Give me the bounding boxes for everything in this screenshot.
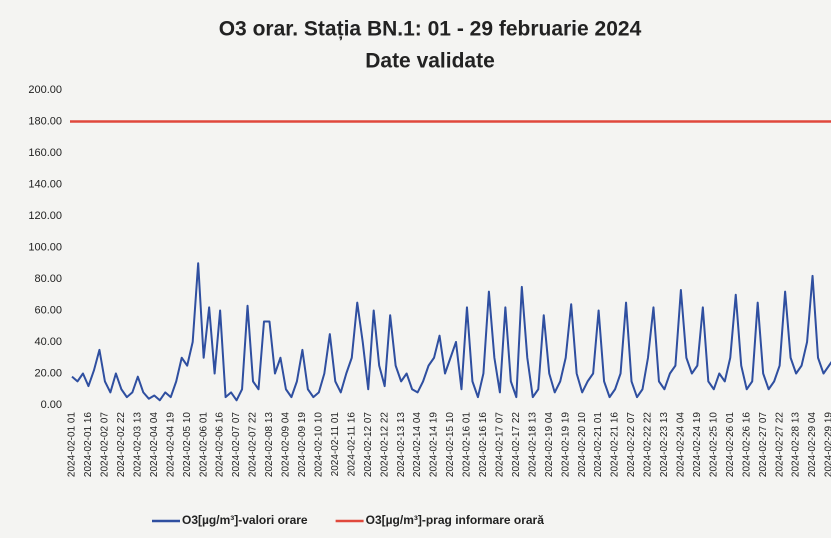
y-tick-label: 60.00 — [34, 304, 62, 316]
x-tick-label: 2024-02-24 04 — [676, 412, 687, 477]
x-tick-label: 2024-02-13 13 — [396, 412, 407, 477]
x-tick-label: 2024-02-08 13 — [264, 412, 275, 477]
y-tick-label: 20.00 — [34, 367, 62, 379]
x-tick-label: 2024-02-02 22 — [116, 412, 127, 477]
x-tick-label: 2024-02-04 04 — [149, 412, 160, 477]
y-tick-label: 140.00 — [28, 178, 62, 190]
x-tick-label: 2024-02-20 10 — [577, 412, 588, 477]
x-tick-label: 2024-02-27 22 — [774, 412, 785, 477]
x-tick-label: 2024-02-06 16 — [215, 412, 226, 477]
x-tick-label: 2024-02-18 13 — [527, 412, 538, 477]
x-tick-label: 2024-02-17 07 — [495, 412, 506, 477]
x-tick-label: 2024-02-04 19 — [165, 412, 176, 477]
x-tick-label: 2024-02-26 01 — [725, 412, 736, 477]
x-tick-label: 2024-02-29 04 — [807, 412, 818, 477]
x-tick-label: 2024-02-02 07 — [100, 412, 111, 477]
x-tick-label: 2024-02-01 01 — [67, 412, 78, 477]
x-tick-label: 2024-02-14 19 — [429, 412, 440, 477]
y-tick-label: 100.00 — [28, 241, 62, 253]
y-tick-label: 200.00 — [28, 84, 62, 96]
x-tick-label: 2024-02-29 19 — [824, 412, 831, 477]
y-tick-label: 40.00 — [34, 336, 62, 348]
x-tick-label: 2024-02-09 19 — [297, 412, 308, 477]
x-tick-label: 2024-02-11 16 — [346, 412, 357, 477]
x-tick-label: 2024-02-16 16 — [478, 412, 489, 477]
x-tick-label: 2024-02-19 19 — [560, 412, 571, 477]
x-tick-label: 2024-02-01 16 — [83, 412, 94, 477]
x-tick-label: 2024-02-05 10 — [182, 412, 193, 477]
x-tick-label: 2024-02-19 04 — [544, 412, 555, 477]
y-tick-label: 160.00 — [28, 147, 62, 159]
x-tick-label: 2024-02-14 04 — [412, 412, 423, 477]
x-tick-label: 2024-02-26 16 — [741, 412, 752, 477]
x-tick-label: 2024-02-28 13 — [791, 412, 802, 477]
y-tick-label: 120.00 — [28, 210, 62, 222]
x-tick-label: 2024-02-22 22 — [643, 412, 654, 477]
legend-label: O3[µg/m³]-prag informare orară — [366, 513, 545, 527]
y-tick-label: 180.00 — [28, 115, 62, 127]
x-tick-label: 2024-02-21 16 — [610, 412, 621, 477]
x-tick-label: 2024-02-07 07 — [231, 412, 242, 477]
x-tick-label: 2024-02-16 01 — [462, 412, 473, 477]
legend-label: O3[µg/m³]-valori orare — [182, 513, 308, 527]
x-tick-label: 2024-02-03 13 — [132, 412, 143, 477]
x-tick-label: 2024-02-11 01 — [330, 412, 341, 477]
data-line — [71, 262, 831, 402]
x-tick-label: 2024-02-24 19 — [692, 412, 703, 477]
x-tick-label: 2024-02-10 10 — [313, 412, 324, 477]
x-tick-label: 2024-02-12 07 — [363, 412, 374, 477]
chart-title: O3 orar. Stația BN.1: 01 - 29 februarie … — [219, 18, 642, 41]
y-tick-label: 80.00 — [34, 273, 62, 285]
x-tick-label: 2024-02-21 01 — [593, 412, 604, 477]
x-tick-label: 2024-02-09 04 — [281, 412, 292, 477]
x-tick-label: 2024-02-06 01 — [198, 412, 209, 477]
x-tick-label: 2024-02-12 22 — [379, 412, 390, 477]
y-tick-label: 0.00 — [41, 399, 62, 411]
x-tick-label: 2024-02-23 13 — [659, 412, 670, 477]
x-tick-label: 2024-02-15 10 — [445, 412, 456, 477]
x-tick-label: 2024-02-22 07 — [626, 412, 637, 477]
x-tick-label: 2024-02-25 10 — [708, 412, 719, 477]
x-tick-label: 2024-02-27 07 — [758, 412, 769, 477]
x-tick-label: 2024-02-17 22 — [511, 412, 522, 477]
chart-subtitle: Date validate — [365, 50, 495, 73]
x-tick-label: 2024-02-07 22 — [248, 412, 259, 477]
